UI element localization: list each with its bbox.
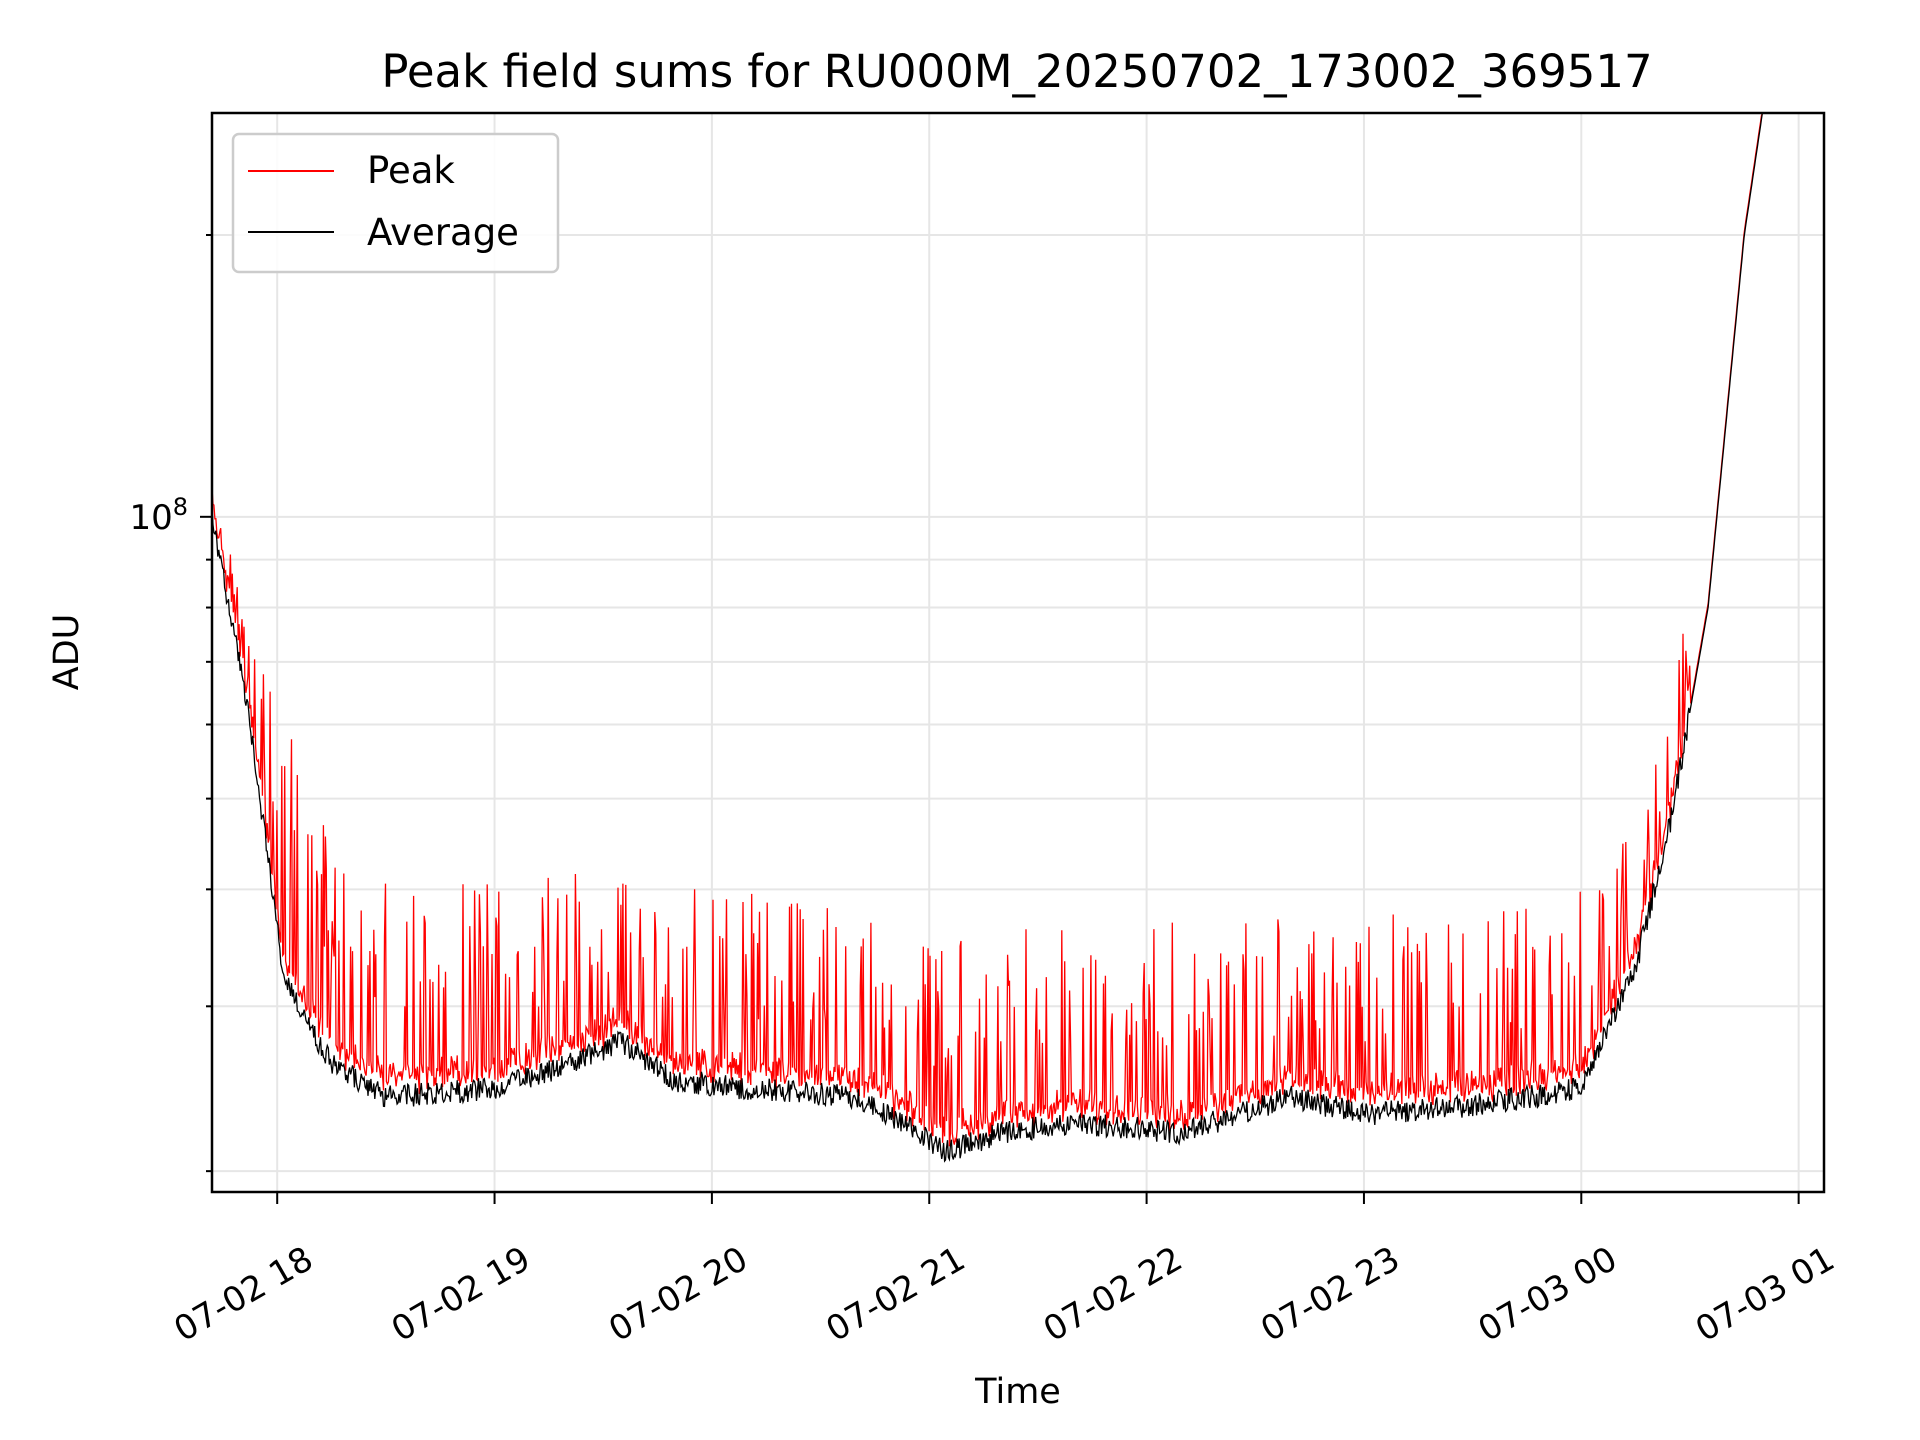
grid-lines [212,113,1824,1192]
series-line-peak [211,112,1764,1147]
y-axis-label: ADU [47,614,87,691]
series-layer [211,112,1764,1163]
chart-title: Peak field sums for RU000M_20250702_1730… [381,45,1652,98]
legend-label-peak: Peak [367,149,455,192]
legend-label-average: Average [367,211,519,254]
x-axis-label: Time [974,1372,1061,1412]
legend-box [231,132,560,274]
series-line-average [211,112,1764,1163]
y-tick-label: 108 [129,493,188,538]
plot-frame [210,111,1826,1194]
legend: Peak Average [231,132,560,274]
